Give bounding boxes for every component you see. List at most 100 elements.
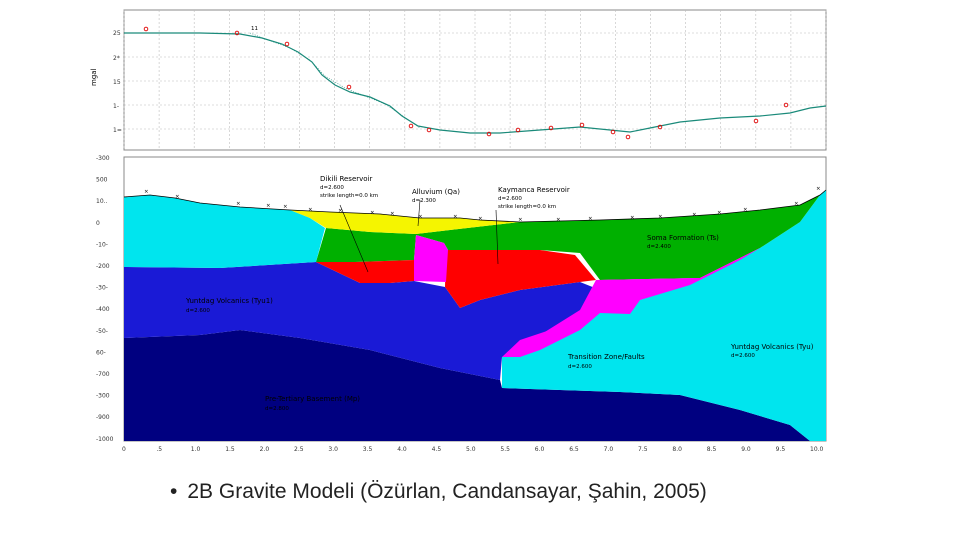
label-pre-tertiary-basement: Pre-Tertiary Basement (Mp) d=2.800 — [265, 395, 360, 412]
depth-tick-label: -900 — [96, 414, 110, 421]
layer-density: d=2.400 — [647, 244, 671, 250]
station-marker: × — [370, 210, 375, 216]
station-marker: × — [418, 214, 423, 220]
gravity-anomaly-panel: mgal 25 2* 15 1- 1= 11 — [90, 9, 827, 151]
gravity-point — [657, 124, 663, 130]
distance-tick-label: 9.0 — [741, 446, 751, 453]
label-yuntdag-volcanics-tyu1: Yuntdag Volcanics (Tyu1) d=2.600 — [185, 297, 273, 314]
distance-tick-label: 2.0 — [260, 446, 270, 453]
layer-density: d=2.600 — [731, 353, 755, 359]
station-marker: × — [266, 203, 271, 209]
depth-tick-label: 10.. — [96, 198, 108, 205]
distance-tick-label: 8.0 — [672, 446, 682, 453]
caption-text: 2B Gravite Modeli (Özürlan, Candansayar,… — [187, 480, 707, 503]
depth-tick-label: -1000 — [96, 436, 114, 443]
station-marker: × — [556, 217, 561, 223]
gravity-point — [548, 125, 554, 131]
station-marker: × — [236, 201, 241, 207]
depth-tick-label: 60- — [96, 349, 106, 356]
kaymanca-reservoir-body — [445, 250, 596, 308]
distance-tick-label: 1.5 — [225, 446, 235, 453]
station-marker: × — [692, 212, 697, 218]
depth-tick-label: -700 — [96, 371, 110, 378]
distance-tick-label: 9.5 — [776, 446, 786, 453]
distance-tick-label: 3.0 — [328, 446, 338, 453]
yuntdag-volcanics-tyu1-body — [124, 262, 600, 380]
station-marker: × — [478, 216, 483, 222]
yuntdag-volcanics-tyu-right-body — [502, 190, 826, 441]
gravity-y-tick: 15 — [113, 79, 121, 86]
distance-tick-label: .5 — [156, 446, 162, 453]
label-soma-formation: Soma Formation (Ts) d=2.400 — [647, 234, 719, 250]
station-marker: × — [338, 208, 343, 214]
station-marker: × — [717, 210, 722, 216]
gravity-point — [143, 26, 149, 32]
depth-tick-label: -300 — [96, 393, 110, 400]
distance-tick-label: 8.5 — [707, 446, 717, 453]
layer-name: Kaymanca Reservoir — [498, 186, 570, 194]
layer-name: Soma Formation (Ts) — [647, 234, 719, 242]
kaymanca-leader-line — [495, 209, 499, 265]
distance-tick-label: 5.5 — [500, 446, 510, 453]
depth-tick-label: -30- — [96, 285, 108, 292]
gravity-y-ticks: 25 2* 15 1- 1= — [113, 30, 122, 134]
layer-density: d=2.600 — [568, 364, 592, 370]
gravity-y-tick: 1= — [113, 127, 122, 134]
distance-tick-label: 10.0 — [810, 446, 824, 453]
gravity-y-tick: 1- — [113, 103, 119, 110]
layer-strike: strike length=0.0 km — [320, 193, 378, 199]
gravity-point — [408, 123, 414, 129]
distance-tick-label: 3.5 — [363, 446, 373, 453]
layer-density: d=2.600 — [498, 196, 522, 202]
layer-name: Dikili Reservoir — [320, 175, 373, 183]
depth-tick-label: -50- — [96, 328, 108, 335]
label-dikili-reservoir: Dikili Reservoir d=2.600 strike length=0… — [320, 175, 378, 199]
fault-block-center — [414, 235, 448, 282]
layer-name: Yuntdag Volcanics (Tyu1) — [185, 297, 273, 305]
station-marker: × — [453, 214, 458, 220]
gravity-point — [783, 102, 789, 108]
station-marker: × — [658, 214, 663, 220]
layer-name: Transition Zone/Faults — [567, 353, 645, 361]
model-distance-ticks: 0 .5 1.0 1.5 2.0 2.5 3.0 3.5 4.0 4.5 5.0 5.5 6.0 6.5 7… — [122, 446, 824, 453]
distance-tick-label: 0 — [122, 446, 126, 453]
distance-tick-label: 5.0 — [466, 446, 476, 453]
station-marker: × — [283, 204, 288, 210]
station-marker: × — [816, 186, 821, 192]
station-marker: × — [630, 215, 635, 221]
station-marker: × — [794, 201, 799, 207]
layer-density: d=2.600 — [320, 185, 344, 191]
gravity-y-axis-label: mgal — [90, 68, 98, 86]
gravity-point — [426, 127, 432, 133]
station-marker: × — [308, 207, 313, 213]
gravity-point — [753, 118, 759, 124]
distance-tick-label: 6.5 — [569, 446, 579, 453]
figure-caption: • 2B Gravite Modeli (Özürlan, Candansayar… — [170, 480, 870, 504]
gravity-point — [234, 30, 240, 36]
soma-formation-body — [316, 195, 820, 280]
distance-tick-label: 1.0 — [191, 446, 201, 453]
station-marker: × — [175, 194, 180, 200]
gravity-y-tick: 2* — [113, 55, 120, 62]
label-yuntdag-volcanics-tyu: Yuntdag Volcanics (Tyu) d=2.600 — [730, 343, 814, 359]
depth-tick-label: 0 — [96, 220, 100, 227]
label-alluvium: Alluvium (Qa) d=2.300 — [412, 188, 460, 204]
density-model-panel: ××× × × × × × × × × × × × × × × × × ××× -30050010..0-10--… — [96, 155, 827, 453]
layer-density: d=2.300 — [412, 198, 436, 204]
pre-tertiary-basement-body — [124, 330, 810, 441]
gravity-y-tick: 25 — [113, 30, 121, 37]
gravity-point — [515, 127, 521, 133]
distance-tick-label: 7.0 — [604, 446, 614, 453]
gravity-point — [610, 129, 616, 135]
gravity-point-flag: 11 — [251, 26, 258, 32]
topography-line — [123, 189, 827, 223]
depth-tick-label: 500 — [96, 177, 108, 184]
layer-density: d=2.600 — [186, 308, 210, 314]
distance-tick-label: 4.5 — [432, 446, 442, 453]
layer-name: Alluvium (Qa) — [412, 188, 460, 196]
alluvium-leader-line — [417, 199, 421, 227]
station-markers: × × × × × × × × × × × × × × × × × × × × × × — [144, 186, 821, 223]
distance-tick-label: 7.5 — [638, 446, 648, 453]
label-transition-zone-faults: Transition Zone/Faults d=2.600 — [567, 353, 645, 370]
